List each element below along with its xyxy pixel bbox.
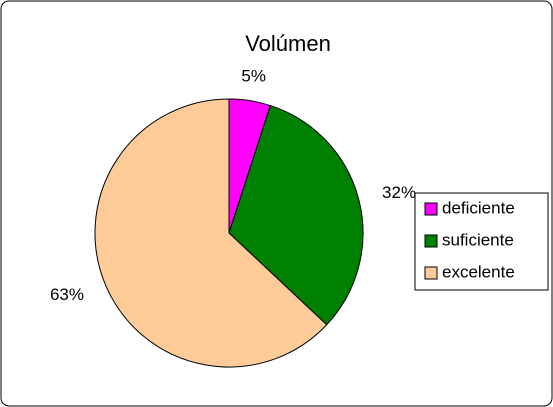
data-label: 5%	[241, 66, 266, 85]
legend-label: suficiente	[442, 230, 514, 249]
legend-label: excelente	[442, 262, 515, 281]
chart-title: Volúmen	[245, 31, 331, 56]
legend-swatch	[424, 266, 438, 280]
pie-slice	[94, 98, 328, 368]
legend-label: deficiente	[442, 198, 515, 217]
legend-swatch	[424, 202, 438, 216]
data-label: 32%	[382, 183, 416, 202]
legend-swatch	[424, 234, 438, 248]
data-label: 63%	[50, 285, 84, 304]
pie-slice	[228, 104, 364, 326]
